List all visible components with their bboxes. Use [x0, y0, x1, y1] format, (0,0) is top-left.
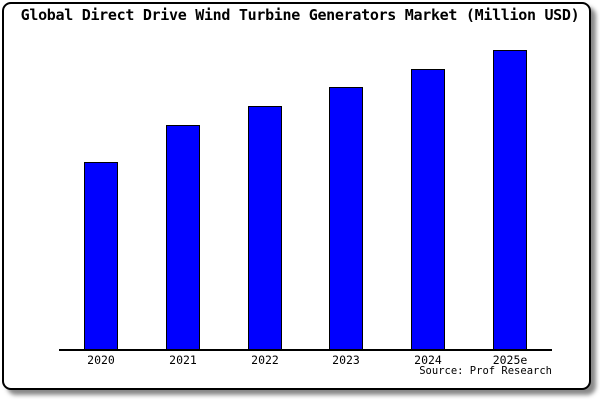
x-tick-label-2025e: 2025e: [492, 353, 528, 367]
bar-2021: [166, 125, 200, 350]
x-tick-label-2021: 2021: [169, 353, 197, 367]
bar-2020: [84, 162, 118, 350]
x-tick-label-2022: 2022: [251, 353, 279, 367]
bar-2024: [411, 69, 445, 350]
bar-2025e: [493, 50, 527, 350]
bar-2022: [248, 106, 282, 350]
x-tick-label-2020: 2020: [87, 353, 115, 367]
x-tick-label-2023: 2023: [332, 353, 360, 367]
x-tick-label-2024: 2024: [414, 353, 442, 367]
x-axis-line: [59, 349, 552, 351]
bar-2023: [329, 87, 363, 350]
source-attribution: Source: Prof Research: [419, 365, 552, 377]
chart-title: Global Direct Drive Wind Turbine Generat…: [20, 6, 580, 24]
